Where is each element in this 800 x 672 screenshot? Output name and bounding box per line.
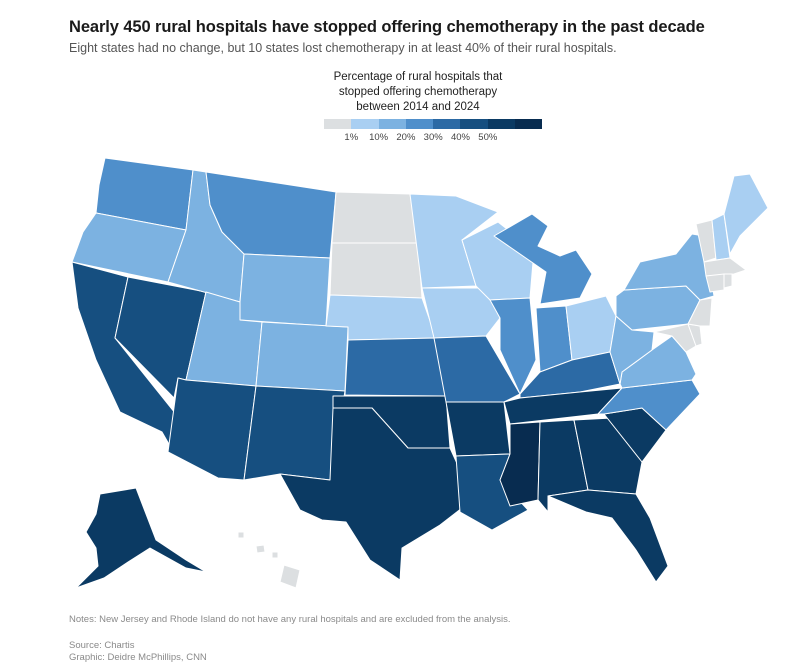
state-hi[interactable] (237, 531, 301, 589)
state-ri[interactable] (723, 273, 733, 289)
state-ar[interactable] (445, 401, 511, 457)
hawaii-island (271, 551, 279, 559)
footer-note: Notes: New Jersey and Rhode Island do no… (69, 614, 511, 625)
footer-source: Source: Chartis (69, 640, 135, 651)
state-nj[interactable] (687, 297, 713, 327)
legend-title: Percentage of rural hospitals that stopp… (318, 70, 518, 115)
state-me[interactable] (723, 173, 769, 255)
hawaii-island (237, 531, 245, 539)
legend-tick-label: 30% (423, 132, 443, 143)
state-ia[interactable] (421, 287, 501, 339)
legend-swatch (378, 119, 406, 129)
state-nm[interactable] (243, 385, 346, 481)
legend-swatch (351, 119, 379, 129)
state-ct[interactable] (705, 273, 725, 293)
legend-swatch (405, 119, 434, 129)
hawaii-island (255, 544, 266, 554)
legend-tick-label: 50% (478, 132, 498, 143)
state-mi[interactable] (493, 213, 593, 305)
state-pa[interactable] (615, 285, 701, 331)
state-nd[interactable] (331, 191, 419, 244)
legend-title-line: Percentage of rural hospitals that (333, 71, 503, 83)
state-ks[interactable] (344, 337, 447, 397)
state-fl[interactable] (547, 489, 669, 583)
legend-swatch (324, 119, 352, 129)
state-wy[interactable] (239, 253, 331, 327)
state-oh[interactable] (565, 295, 617, 361)
state-mo[interactable] (433, 335, 521, 403)
state-ma[interactable] (703, 257, 747, 277)
legend-title-line: stopped offering chemotherapy (338, 86, 498, 98)
footer-credit: Graphic: Deidre McPhillips, CNN (69, 652, 207, 663)
legend-swatch (433, 119, 461, 129)
hawaii-island (279, 564, 301, 589)
legend-tick-label: 40% (450, 132, 471, 143)
state-sd[interactable] (329, 242, 423, 299)
legend-swatch (487, 119, 516, 129)
subhead: Eight states had no change, but 10 state… (69, 41, 617, 55)
state-or[interactable] (71, 212, 187, 283)
legend-title-line: between 2014 and 2024 (356, 101, 480, 113)
state-az[interactable] (167, 377, 257, 481)
state-tx[interactable] (279, 407, 463, 581)
legend-tick-label: 10% (369, 132, 389, 143)
state-co[interactable] (255, 321, 349, 392)
state-md[interactable] (653, 323, 697, 353)
legend-color-scale (324, 119, 543, 129)
legend-tick-label: 1% (344, 132, 359, 143)
state-ak[interactable] (75, 487, 207, 589)
headline: Nearly 450 rural hospitals have stopped … (69, 18, 705, 36)
legend-swatch (515, 119, 543, 129)
legend-tick-label: 20% (396, 132, 416, 143)
legend-swatch (460, 119, 488, 129)
state-ga[interactable] (573, 417, 643, 495)
